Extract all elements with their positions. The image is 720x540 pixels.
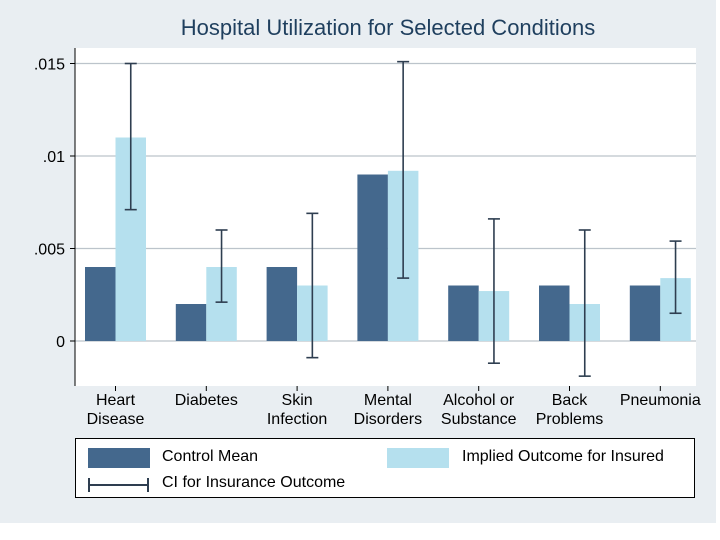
legend: Control Mean Implied Outcome for Insured… — [75, 438, 695, 498]
y-tick-label: .01 — [43, 149, 65, 166]
y-axis-ticks: 0 .005 .01 .015 — [34, 57, 75, 351]
legend-ci-cap-right — [147, 478, 149, 492]
x-tick-label: Skin Infection — [267, 392, 327, 428]
bar-control — [357, 174, 388, 341]
x-tick-label: Heart Disease — [87, 392, 145, 428]
legend-label-insured: Implied Outcome for Insured — [462, 448, 664, 465]
chart-frame: Hospital Utilization for Selected Condit… — [0, 0, 716, 523]
y-tick-label: .015 — [34, 57, 65, 74]
bar-control — [175, 304, 207, 341]
bar-control — [85, 267, 116, 341]
legend-swatch-control — [88, 448, 150, 468]
x-tick-label: Mental Disorders — [354, 392, 422, 428]
legend-label-control: Control Mean — [162, 448, 259, 465]
bar-control — [539, 285, 570, 341]
chart-title: Hospital Utilization for Selected Condit… — [180, 15, 596, 40]
legend-ci-cap-left — [88, 478, 90, 492]
chart-plot: 0 .005 .01 .015 Heart Disease Diabetes Skin Inf… — [34, 48, 701, 428]
y-tick-label: 0 — [56, 334, 65, 351]
bar-control — [629, 285, 661, 341]
error-bars — [124, 60, 682, 377]
bar-control — [266, 267, 298, 341]
x-tick-label: Pneumonia — [620, 392, 701, 409]
bar-control — [448, 285, 479, 341]
x-tick-label: Back Problems — [536, 392, 604, 428]
legend-label-ci: CI for Insurance Outcome — [162, 474, 346, 491]
x-axis-labels: Heart Disease Diabetes Skin Infection Mental D… — [87, 386, 701, 428]
legend-swatch-insured — [387, 448, 449, 468]
x-tick-label: Diabetes — [175, 392, 238, 409]
y-tick-label: .005 — [34, 242, 65, 259]
bars — [85, 137, 691, 341]
x-tick-label: Alcohol or Substance — [441, 392, 517, 428]
legend-ci-line — [88, 484, 149, 486]
